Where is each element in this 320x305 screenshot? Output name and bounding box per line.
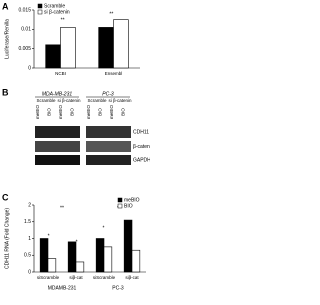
x-tick-label: siScramble: [93, 275, 116, 280]
legend-label: BIO: [124, 203, 133, 209]
band-row: [86, 126, 131, 138]
band-row: [35, 126, 80, 138]
condition-label: si β-catenin: [108, 98, 132, 103]
protein-label: β-catenin: [133, 144, 150, 150]
bar: [95, 238, 105, 273]
annotation: *: [76, 239, 78, 245]
legend-label: meBIO: [124, 197, 140, 203]
x-tick-label: NCBI: [55, 71, 66, 76]
y-axis-label: CDH11 RNA (Fold Change): [4, 208, 10, 269]
lane-label: BIO: [121, 108, 126, 116]
bar: [98, 27, 114, 69]
x-tick-label: siβ-cat: [125, 275, 139, 280]
group-label: PC-3: [112, 285, 124, 291]
y-tick-label: 2: [28, 202, 31, 208]
y-axis-label: Luciferase/Renilla: [4, 19, 10, 59]
lane-label: meBIO: [109, 105, 114, 120]
bar: [47, 258, 57, 273]
condition-label: Scramble: [87, 98, 107, 103]
legend-label: si β-catenin: [44, 9, 70, 15]
annotation: *: [117, 205, 119, 211]
band-row: [35, 155, 80, 165]
cell-line-label: MDA-MB-231: [42, 91, 73, 97]
band-row: [35, 141, 80, 152]
legend-label: Scramble: [44, 3, 65, 9]
panel-label: B: [2, 87, 9, 97]
blot: [35, 126, 131, 165]
y-tick-label: 0.005: [18, 46, 31, 52]
lane-label: meBIO: [86, 105, 91, 120]
condition-label: si β-catenin: [57, 98, 81, 103]
lane-label: meBIO: [58, 105, 63, 120]
bar: [103, 246, 113, 273]
band-row: [86, 155, 131, 165]
panel-label: C: [2, 192, 9, 202]
condition-label: Scramble: [36, 98, 56, 103]
y-tick-label: 0: [28, 65, 31, 71]
y-tick-label: 0.5: [24, 253, 31, 259]
y-tick-label: 1: [28, 236, 31, 242]
annotation: **: [109, 11, 113, 17]
legend-swatch: [37, 9, 43, 15]
x-tick-label: siScramble: [37, 275, 60, 280]
band-row: [86, 141, 131, 152]
cell-line-label: PC-3: [102, 91, 114, 97]
protein-label: CDH11: [133, 129, 149, 135]
bar: [123, 219, 133, 273]
bar: [45, 44, 61, 69]
protein-label: GAPDH: [133, 157, 150, 163]
legend-swatch: [37, 3, 43, 9]
lane-label: BIO: [47, 108, 52, 116]
annotation: **: [60, 205, 64, 211]
bar: [113, 19, 129, 69]
legend-swatch: [117, 197, 123, 203]
annotation: **: [61, 17, 65, 23]
bar: [39, 238, 49, 273]
lane-label: BIO: [70, 108, 75, 116]
lane-label: meBIO: [35, 105, 40, 120]
panel-label: A: [2, 1, 9, 11]
figure: A B C 0 0.005 0.01 0.015 Luciferase/Renilla N…: [2, 1, 150, 291]
bar: [67, 241, 77, 273]
x-tick-label: siβ-cat: [69, 275, 83, 280]
legend-swatch: [117, 203, 123, 209]
y-tick-label: 0: [28, 269, 31, 275]
lane-label: BIO: [98, 108, 103, 116]
y-tick-label: 0.01: [21, 27, 31, 33]
y-tick-label: 1.5: [24, 219, 31, 225]
y-tick-label: 0.015: [18, 7, 31, 13]
annotation: *: [102, 225, 104, 231]
group-label: MDAMB-231: [48, 285, 77, 291]
bar: [131, 249, 141, 273]
bar: [75, 261, 85, 273]
x-tick-label: Ensembl: [105, 71, 123, 76]
annotation: *: [48, 233, 50, 239]
bar: [60, 27, 76, 69]
